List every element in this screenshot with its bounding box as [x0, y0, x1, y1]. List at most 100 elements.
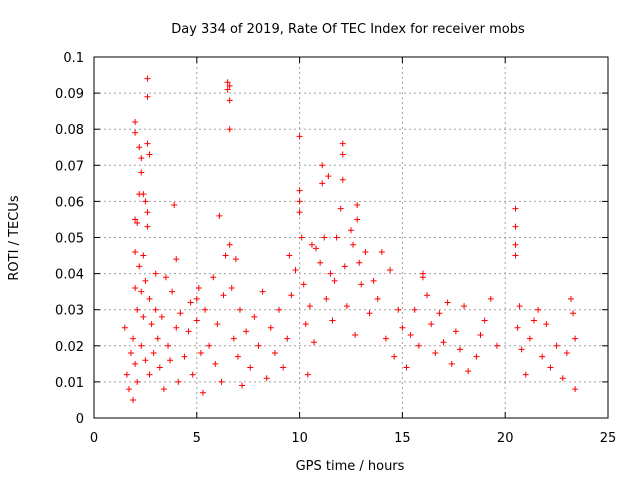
data-point [319, 180, 326, 187]
data-point [144, 223, 151, 230]
data-point [461, 303, 468, 310]
x-tick-label: 15 [394, 431, 411, 446]
data-point [189, 371, 196, 378]
data-point [310, 339, 317, 346]
data-point [134, 306, 141, 313]
data-point [138, 342, 145, 349]
data-point [148, 321, 155, 328]
data-point [218, 378, 225, 385]
data-point [271, 350, 278, 357]
y-tick-label: 0.02 [55, 340, 84, 355]
data-point [199, 389, 206, 396]
data-point [173, 324, 180, 331]
data-point [514, 324, 521, 331]
data-point [130, 335, 137, 342]
data-point [370, 277, 377, 284]
data-point [125, 386, 132, 393]
data-point [136, 144, 143, 151]
data-point [325, 173, 332, 180]
data-point [296, 187, 303, 194]
x-tick-label: 5 [193, 431, 201, 446]
data-point [512, 205, 519, 212]
data-point [366, 310, 373, 317]
data-point [142, 277, 149, 284]
data-point [243, 328, 250, 335]
data-point [134, 220, 141, 227]
data-point [144, 209, 151, 216]
data-point [132, 248, 139, 255]
data-point [313, 245, 320, 252]
data-point [473, 353, 480, 360]
data-point [395, 306, 402, 313]
data-point [487, 295, 494, 302]
data-point [354, 202, 361, 209]
data-point [304, 371, 311, 378]
x-tick-label: 20 [497, 431, 514, 446]
data-point [276, 306, 283, 313]
x-tick-label: 25 [600, 431, 617, 446]
data-point [286, 252, 293, 259]
data-point [436, 310, 443, 317]
data-point [428, 321, 435, 328]
data-point [331, 277, 338, 284]
data-point [559, 375, 566, 382]
y-tick-label: 0.01 [55, 376, 84, 391]
data-point [140, 252, 147, 259]
data-point [134, 378, 141, 385]
data-point [247, 364, 254, 371]
data-point [292, 266, 299, 273]
data-point [136, 263, 143, 270]
data-point [226, 126, 233, 133]
data-point [448, 360, 455, 367]
data-point [321, 234, 328, 241]
data-point [350, 241, 357, 248]
data-point [144, 75, 151, 82]
data-point [288, 292, 295, 299]
data-point [512, 252, 519, 259]
data-point [570, 310, 577, 317]
data-point [339, 140, 346, 147]
data-point [146, 295, 153, 302]
data-point [222, 252, 229, 259]
data-point [403, 364, 410, 371]
data-point [553, 342, 560, 349]
data-point [187, 299, 194, 306]
data-point [572, 386, 579, 393]
data-point [234, 353, 241, 360]
data-point [158, 313, 165, 320]
y-tick-label: 0.08 [55, 123, 84, 138]
data-point [162, 274, 169, 281]
data-point [185, 328, 192, 335]
data-points [121, 75, 579, 403]
data-point [195, 285, 202, 292]
data-point [140, 313, 147, 320]
data-point [181, 353, 188, 360]
data-point [259, 288, 266, 295]
data-point [255, 342, 262, 349]
data-point [415, 342, 422, 349]
y-tick-label: 0.06 [55, 195, 84, 210]
data-point [465, 368, 472, 375]
data-point [306, 303, 313, 310]
data-point [327, 270, 334, 277]
data-point [193, 317, 200, 324]
data-point [319, 162, 326, 169]
data-point [337, 205, 344, 212]
data-point [407, 331, 414, 338]
data-point [387, 266, 394, 273]
data-point [399, 324, 406, 331]
data-point [374, 295, 381, 302]
y-tick-label: 0.03 [55, 304, 84, 319]
data-point [132, 129, 139, 136]
data-point [348, 227, 354, 234]
y-tick-label: 0 [76, 412, 84, 427]
x-axis-label: GPS time / hours [296, 459, 405, 474]
data-point [171, 202, 178, 209]
data-point [481, 317, 488, 324]
data-point [516, 303, 523, 310]
data-point [128, 350, 135, 357]
data-point [197, 350, 204, 357]
data-point [146, 151, 153, 158]
data-point [239, 382, 246, 389]
